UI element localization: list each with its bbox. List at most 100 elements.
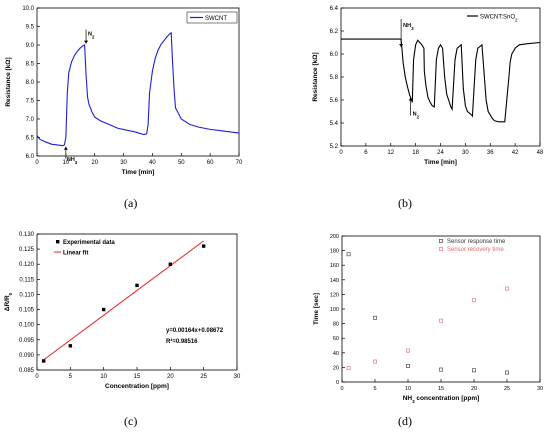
legend-swatch-response (439, 239, 443, 243)
y-tick-label: 0.085 (19, 368, 35, 374)
recovery-point (505, 286, 509, 291)
x-tick-label: 10 (405, 386, 411, 392)
x-tick-label: 5 (69, 374, 73, 380)
data-point (41, 359, 46, 363)
fit-line (43, 240, 204, 361)
y-tick-label: 20 (333, 365, 339, 371)
y-tick-label: 10.0 (22, 6, 34, 12)
x-tick-label: 0 (340, 386, 343, 392)
y-tick-label: 140 (330, 278, 339, 284)
y-tick-label: 0.100 (19, 323, 35, 329)
x-tick-label: 40 (149, 160, 156, 166)
n2-arrow-head (84, 40, 89, 44)
response-point (406, 364, 410, 368)
legend-swatch-points (56, 240, 60, 244)
plot-frame (340, 7, 541, 147)
x-tick-label: 10 (63, 160, 70, 166)
response-point (472, 368, 476, 373)
x-axis-label: NH3 concentration [ppm] (403, 395, 480, 404)
y-axis-label: Time [sec] (313, 293, 320, 325)
y-tick-label: 40 (333, 351, 339, 357)
nh3-arrow-head (399, 44, 404, 47)
data-point (68, 344, 73, 348)
recovery-point (346, 366, 351, 371)
x-tick-label: 20 (471, 386, 477, 392)
y-tick-label: 5.2 (330, 144, 339, 150)
x-tick-label: 0 (339, 150, 343, 156)
panel-label-b: (b) (398, 196, 412, 210)
y-tick-label: 6.4 (330, 6, 339, 12)
y-tick-label: 80 (333, 322, 339, 328)
y-tick-label: 0.105 (19, 308, 35, 314)
y-axis-label: Resistance [kΩ] (5, 57, 12, 106)
x-tick-label: 20 (91, 160, 98, 166)
annotation-nh3: NH3 (67, 157, 78, 165)
y-tick-label: 5.6 (330, 98, 339, 104)
fit-equation: y=0.00164x+0.08672 (166, 328, 224, 334)
x-tick-label: 48 (537, 150, 544, 156)
legend-label-recovery: Sensor recovery time (447, 247, 504, 253)
x-tick-label: 30 (234, 374, 241, 380)
data-point (201, 244, 206, 248)
y-tick-label: 100 (330, 307, 339, 313)
x-axis-label: Time [min] (424, 159, 457, 166)
recovery-point (472, 298, 476, 303)
legend-label: SWCNT:SnO2 (480, 15, 518, 23)
chart-c: 0 5 10 15 20 25 30 0.085 0.090 0.095 0.100 0.105 0.1… (4, 232, 241, 390)
response-point (373, 315, 377, 320)
plot-frame (36, 7, 240, 157)
n2-arrow-head (408, 97, 413, 101)
x-tick-label: 6 (364, 150, 368, 156)
legend-label-response: Sensor response time (447, 239, 506, 245)
x-tick-label: 0 (35, 160, 39, 166)
recovery-point (439, 318, 443, 323)
x-tick-label: 0 (35, 374, 39, 380)
legend-label: SWCNT (205, 16, 227, 22)
y-tick-label: 6.2 (330, 29, 339, 35)
panel-label-a: (a) (124, 196, 138, 210)
annotation-n2: N2 (88, 32, 95, 40)
data-point (135, 283, 139, 288)
y-tick-label: 120 (330, 292, 339, 298)
legend-label-points: Experimental data (63, 240, 115, 246)
x-tick-label: 30 (537, 386, 543, 392)
annotation-n2: N2 (413, 112, 420, 120)
chart-b: 0 6 12 18 24 30 36 42 48 5.2 5.4 5.6 5.8 6.0 6.2 6.4 Tim… (312, 6, 544, 166)
fit-r2: R²=0.98516 (166, 338, 198, 345)
data-point (168, 262, 173, 266)
y-tick-label: 0.120 (19, 262, 35, 268)
x-tick-label: 15 (438, 386, 444, 392)
x-tick-label: 5 (373, 386, 376, 392)
y-tick-label: 180 (330, 249, 339, 255)
panel-label-d: (d) (398, 414, 412, 428)
response-point (439, 367, 443, 372)
x-tick-label: 70 (236, 160, 243, 166)
nh3-arrow-head (63, 146, 68, 150)
plot-frame (341, 235, 541, 383)
x-tick-label: 50 (178, 160, 185, 166)
x-tick-label: 12 (387, 150, 394, 156)
y-tick-label: 200 (330, 234, 339, 240)
y-tick-label: 9.5 (26, 25, 35, 31)
y-tick-label: 0.115 (19, 277, 34, 283)
y-tick-label: 0.130 (19, 232, 35, 238)
response-point (346, 252, 351, 257)
x-tick-label: 20 (167, 374, 174, 380)
x-tick-label: 30 (120, 160, 127, 166)
y-tick-label: 6.0 (330, 52, 339, 58)
x-tick-label: 18 (412, 150, 419, 156)
chart-a: 0 10 20 30 40 50 60 70 6.0 6.5 7.0 7.5 8.0 8.5 9.0 9.5 1… (5, 6, 243, 176)
x-tick-label: 24 (437, 150, 444, 156)
y-tick-label: 0.090 (19, 353, 35, 359)
panel-label-c: (c) (124, 414, 138, 428)
y-tick-label: 0.095 (19, 338, 35, 344)
y-axis-label: ΔR/R0 (4, 292, 13, 311)
y-axis-label: Resistance [kΩ] (312, 52, 319, 101)
y-tick-label: 5.4 (330, 121, 339, 127)
series-line-swcnt-sno2 (341, 38, 541, 123)
y-tick-label: 7.0 (26, 117, 35, 123)
legend-label-fit: Linear fit (63, 251, 88, 257)
annotation-nh3: NH3 (403, 23, 414, 31)
y-tick-label: 160 (330, 263, 339, 269)
